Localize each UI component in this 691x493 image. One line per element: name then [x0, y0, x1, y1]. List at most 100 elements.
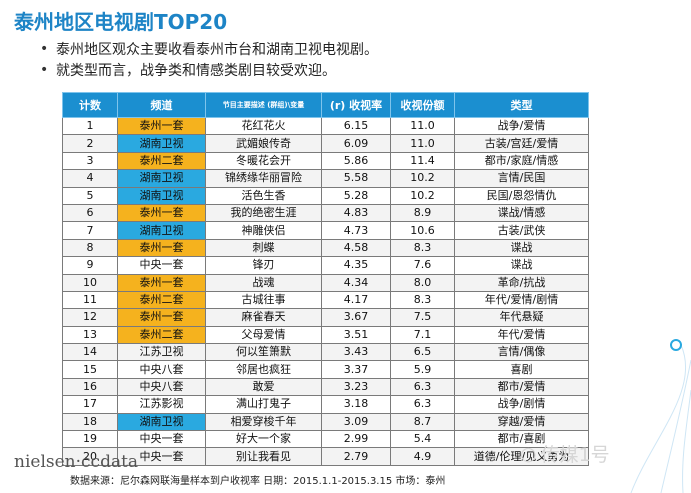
cell-rank: 1	[62, 116, 118, 136]
cell-rating: 3.51	[321, 325, 391, 345]
table-row: 3 泰州二套 冬暖花会开 5.86 11.4 都市/家庭/情感	[62, 151, 589, 171]
header-program: 节目主要描述 (群组)\变量	[205, 92, 322, 118]
table-row: 14 江苏卫视 何以笙箫默 3.43 6.5 言情/偶像	[62, 343, 589, 362]
cell-rating: 4.58	[321, 238, 391, 258]
page-title: 泰州地区电视剧TOP20	[14, 10, 228, 34]
decorative-lines	[630, 339, 691, 493]
cell-rating: 6.15	[321, 116, 391, 136]
cell-genre: 都市/爱情	[454, 377, 589, 397]
cell-genre: 古装/宫廷/爱情	[454, 134, 589, 153]
cell-rank: 11	[62, 290, 118, 310]
cell-genre: 古装/武侠	[454, 221, 589, 240]
bullet-text: 泰州地区观众主要收看泰州市台和湖南卫视电视剧。	[56, 41, 378, 58]
cell-program: 锦绣缘华丽冒险	[205, 169, 322, 188]
header-rank: 计数	[62, 92, 118, 118]
cell-rating: 5.58	[321, 169, 391, 188]
cell-genre: 民国/恩怨情仇	[454, 186, 589, 205]
cell-channel: 湖南卫视	[117, 169, 206, 188]
header-channel: 频道	[117, 92, 206, 118]
header-program-label: 节目主要描述 (群组)	[222, 101, 288, 109]
cell-rank: 7	[62, 221, 118, 240]
cell-rank: 19	[62, 430, 118, 449]
header-share: 收视份额	[390, 92, 455, 118]
cell-rating: 4.35	[321, 256, 391, 275]
bullet-text: 就类型而言，战争类和情感类剧目较受欢迎。	[56, 62, 336, 79]
bullet-item: • 就类型而言，战争类和情感类剧目较受欢迎。	[40, 59, 378, 80]
cell-rating: 5.86	[321, 151, 391, 171]
cell-share: 10.2	[390, 169, 455, 188]
cell-channel: 中央一套	[117, 430, 206, 449]
table-row: 17 江苏影视 满山打鬼子 3.18 6.3 战争/剧情	[62, 395, 589, 414]
cell-program: 活色生香	[205, 186, 322, 205]
cell-share: 5.9	[390, 360, 455, 379]
cell-rank: 10	[62, 273, 118, 292]
cell-rank: 4	[62, 169, 118, 188]
cell-program: 父母爱情	[205, 325, 322, 345]
cell-channel: 湖南卫视	[117, 412, 206, 432]
cell-share: 11.0	[390, 134, 455, 153]
cell-share: 8.3	[390, 238, 455, 258]
cell-share: 8.7	[390, 412, 455, 432]
table-row: 5 湖南卫视 活色生香 5.28 10.2 民国/恩怨情仇	[62, 186, 589, 205]
cell-rating: 4.34	[321, 273, 391, 292]
cell-genre: 革命/抗战	[454, 273, 589, 292]
cell-program: 麻雀春天	[205, 308, 322, 327]
cell-program: 别让我看见	[205, 447, 322, 466]
table-row: 18 湖南卫视 相爱穿梭千年 3.09 8.7 穿越/爱情	[62, 412, 589, 432]
cell-genre: 都市/喜剧	[454, 430, 589, 449]
cell-program: 我的绝密生涯	[205, 203, 322, 223]
cell-share: 10.6	[390, 221, 455, 240]
data-source-note: 数据来源：尼尔森网联海量样本到户收视率 日期：2015.1.1-2015.3.1…	[70, 476, 446, 487]
cell-rating: 5.28	[321, 186, 391, 205]
cell-genre: 谍战	[454, 238, 589, 258]
table-row: 4 湖南卫视 锦绣缘华丽冒险 5.58 10.2 言情/民国	[62, 169, 589, 188]
cell-genre: 穿越/爱情	[454, 412, 589, 432]
cell-share: 6.3	[390, 395, 455, 414]
cell-program: 敢爱	[205, 377, 322, 397]
cell-channel: 中央一套	[117, 447, 206, 466]
chat-bubble-icon: ○	[520, 442, 537, 465]
cell-rank: 2	[62, 134, 118, 153]
cell-genre: 谍战	[454, 256, 589, 275]
table-row: 1 泰州一套 花红花火 6.15 11.0 战争/爱情	[62, 116, 589, 136]
cell-channel: 湖南卫视	[117, 186, 206, 205]
cell-share: 7.5	[390, 308, 455, 327]
cell-rank: 5	[62, 186, 118, 205]
cell-genre: 战争/剧情	[454, 395, 589, 414]
watermark-text: 传媒1号	[540, 444, 610, 466]
cell-channel: 中央一套	[117, 256, 206, 275]
cell-channel: 中央八套	[117, 377, 206, 397]
table-row: 8 泰州一套 刺蝶 4.58 8.3 谍战	[62, 238, 589, 258]
table-row: 15 中央八套 邻居也疯狂 3.37 5.9 喜剧	[62, 360, 589, 379]
cell-rating: 6.09	[321, 134, 391, 153]
cell-rating: 3.67	[321, 308, 391, 327]
cell-rank: 20	[62, 447, 118, 466]
cell-genre: 言情/偶像	[454, 343, 589, 362]
cell-genre: 年代悬疑	[454, 308, 589, 327]
table-row: 10 泰州一套 战魂 4.34 8.0 革命/抗战	[62, 273, 589, 292]
header-program-suffix: 变量	[290, 101, 305, 109]
cell-share: 6.3	[390, 377, 455, 397]
cell-program: 冬暖花会开	[205, 151, 322, 171]
cell-channel: 泰州一套	[117, 203, 206, 223]
watermark: ○ 传媒1号	[520, 440, 610, 467]
cell-share: 7.1	[390, 325, 455, 345]
cell-rank: 13	[62, 325, 118, 345]
table-row: 6 泰州一套 我的绝密生涯 4.83 8.9 谍战/情感	[62, 203, 589, 223]
cell-share: 8.9	[390, 203, 455, 223]
cell-rank: 12	[62, 308, 118, 327]
cell-channel: 江苏影视	[117, 395, 206, 414]
cell-program: 好大一个家	[205, 430, 322, 449]
cell-program: 武媚娘传奇	[205, 134, 322, 153]
ratings-table: 计数 频道 节目主要描述 (群组)\变量 (r) 收视率 收视份额 类型 1 泰州…	[62, 92, 589, 466]
cell-channel: 泰州一套	[117, 238, 206, 258]
cell-channel: 泰州二套	[117, 151, 206, 171]
table-row: 7 湖南卫视 神雕侠侣 4.73 10.6 古装/武侠	[62, 221, 589, 240]
cell-share: 8.0	[390, 273, 455, 292]
table-row: 2 湖南卫视 武媚娘传奇 6.09 11.0 古装/宫廷/爱情	[62, 134, 589, 153]
cell-rating: 4.83	[321, 203, 391, 223]
cell-channel: 江苏卫视	[117, 343, 206, 362]
table-row: 9 中央一套 锋刃 4.35 7.6 谍战	[62, 256, 589, 275]
bullet-item: • 泰州地区观众主要收看泰州市台和湖南卫视电视剧。	[40, 38, 378, 59]
cell-program: 战魂	[205, 273, 322, 292]
